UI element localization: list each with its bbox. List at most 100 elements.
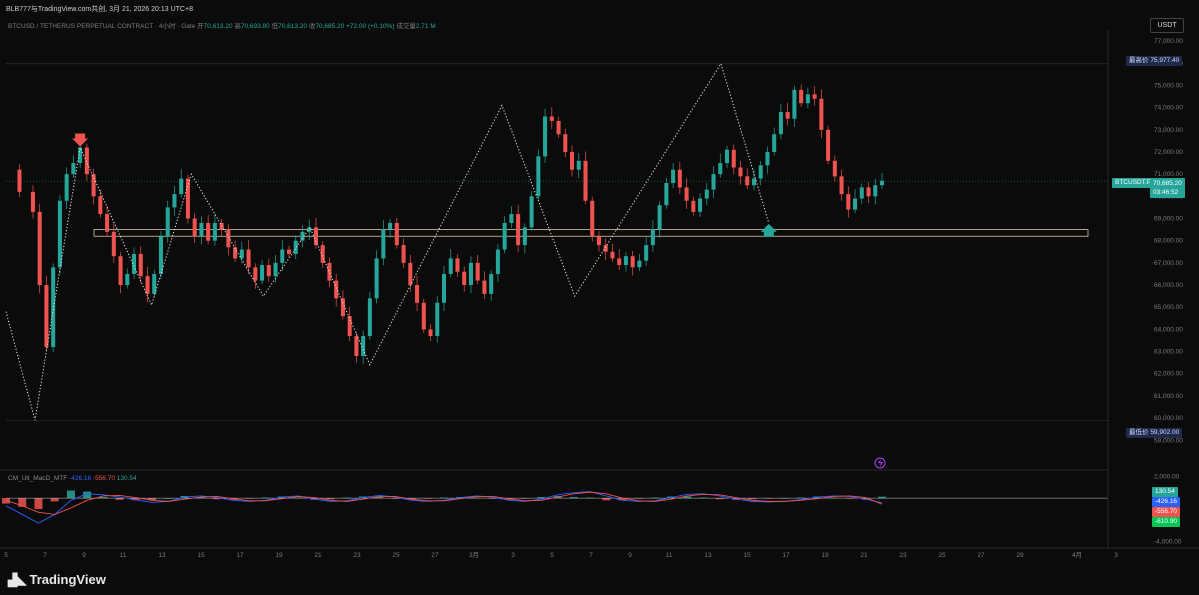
- tradingview-logo[interactable]: ▟◣ TradingView: [8, 572, 106, 587]
- change-value: +72.00 (+0.10%): [346, 23, 395, 30]
- candle-body: [44, 285, 49, 348]
- candle-body: [185, 178, 190, 219]
- candle-body: [300, 231, 305, 241]
- currency-button[interactable]: USDT: [1150, 18, 1184, 33]
- candle-body: [98, 196, 103, 215]
- time-tick-label: 23: [353, 552, 361, 559]
- candle-body: [482, 280, 487, 294]
- candle-body: [394, 222, 399, 246]
- candle-body: [489, 273, 494, 294]
- candle-body: [239, 249, 244, 259]
- candle-body: [165, 207, 170, 237]
- candle-body: [765, 151, 770, 166]
- candle-body: [347, 316, 352, 337]
- candle-body: [374, 258, 379, 299]
- candle-body: [320, 245, 325, 263]
- time-axis[interactable]: 5 7 9 11 13 15 17 19 21 23 25 27 3月 3 5 7 9 11 13 15 17 19 21 2…: [0, 547, 1199, 559]
- volume-value: 2.71 M: [415, 23, 436, 30]
- candle-body: [179, 178, 184, 195]
- candle-body: [731, 149, 736, 168]
- price-axis-bg: [1108, 30, 1199, 564]
- macd-hist-bar: [164, 498, 173, 499]
- macd-hist-bar: [715, 498, 724, 500]
- candle-body: [199, 222, 204, 237]
- price-axis[interactable]: 77,000.0076,000.0075,000.0074,000.0073,0…: [1107, 30, 1199, 564]
- candle-body: [448, 258, 453, 274]
- macd-hist-bar: [326, 498, 335, 500]
- macd-hist-bar: [196, 497, 205, 499]
- macd-hist-bar: [148, 498, 156, 501]
- time-tick-label: 17: [236, 552, 244, 559]
- candle-body: [792, 89, 797, 119]
- price-tick-label: 67,000.00: [1154, 260, 1183, 267]
- candle-body: [212, 222, 217, 241]
- candle-body: [570, 151, 575, 170]
- symbol-legend[interactable]: BTCUSD / TETHERUS PERPETUAL CONTRACT · 4…: [8, 20, 436, 30]
- price-tick-label: 64,000.00: [1154, 326, 1183, 333]
- last-symbol: BTCUSDT.P: [1115, 179, 1152, 186]
- candle-body: [745, 176, 750, 186]
- macd-hist-bar: [537, 497, 546, 499]
- macd-hist-bar: [212, 498, 221, 500]
- close-label: 收: [308, 23, 316, 30]
- macd-value: -426.16: [69, 475, 92, 482]
- candle-body: [698, 198, 703, 212]
- candle-body: [650, 229, 655, 246]
- candle-body: [866, 187, 871, 197]
- candle-body: [334, 280, 339, 299]
- macd-line-tag-value: -426.16: [1155, 498, 1178, 505]
- candle-body: [846, 194, 851, 210]
- time-tick-label: 5: [4, 552, 8, 559]
- open-value: 70,613.20: [203, 23, 233, 30]
- last-price-tag: 70,685.20 03:46:52: [1150, 178, 1185, 198]
- candle-body: [738, 167, 743, 177]
- candle-body: [644, 245, 649, 261]
- candle-body: [78, 147, 83, 164]
- candle-body: [84, 147, 89, 175]
- candle-body: [361, 336, 366, 356]
- low-label: 低: [271, 23, 279, 30]
- candle-body: [313, 227, 318, 246]
- candle-body: [152, 273, 157, 294]
- price-tick-label: 59,000.00: [1154, 437, 1183, 444]
- candle-body: [853, 198, 858, 210]
- candle-body: [812, 94, 817, 99]
- signal-markers: [72, 133, 886, 469]
- candle-body: [529, 196, 534, 228]
- price-tick-label: 71,000.00: [1154, 171, 1183, 178]
- candle-body: [286, 249, 292, 254]
- candle-body: [132, 253, 137, 274]
- macd-hist-bar: [878, 496, 886, 499]
- macd-hist-bar: [764, 498, 773, 499]
- candle-body: [839, 176, 844, 195]
- candle-body: [543, 116, 548, 157]
- candle-body: [630, 256, 635, 268]
- macd-indicator-name: CM_Ult_MacD_MTF: [8, 475, 68, 482]
- signal-value: -556.70: [92, 475, 115, 482]
- candle-body: [711, 174, 716, 190]
- macd-hist-bar: [375, 497, 384, 499]
- macd-hist-bar: [488, 498, 497, 499]
- symbol-name: BTCUSD / TETHERUS PERPETUAL CONTRACT · 4…: [8, 23, 196, 30]
- candle-body: [819, 98, 824, 130]
- time-tick-label: 17: [782, 552, 790, 559]
- candle-body: [691, 200, 696, 212]
- candle-body: [873, 185, 878, 197]
- candle-body: [826, 129, 831, 161]
- candle-body: [671, 169, 676, 184]
- candle-body: [145, 276, 150, 294]
- macd-legend[interactable]: CM_Ult_MacD_MTF -426.16 -556.70 130.54: [8, 475, 137, 482]
- macd-hist-bar: [748, 498, 757, 500]
- candle-body: [441, 273, 447, 303]
- macd-signal-tag: -556.70: [1152, 507, 1181, 517]
- highest-price-tag: 最高价 75,977.40: [1126, 56, 1183, 66]
- candle-body: [172, 194, 177, 208]
- zigzag-path: [5, 62, 770, 421]
- candle-body: [590, 200, 595, 237]
- candle-body: [246, 249, 251, 268]
- candle-body: [724, 149, 730, 164]
- price-tick-label: 69,000.00: [1154, 215, 1183, 222]
- macd-line: [5, 491, 883, 524]
- candlestick-series: [17, 84, 885, 365]
